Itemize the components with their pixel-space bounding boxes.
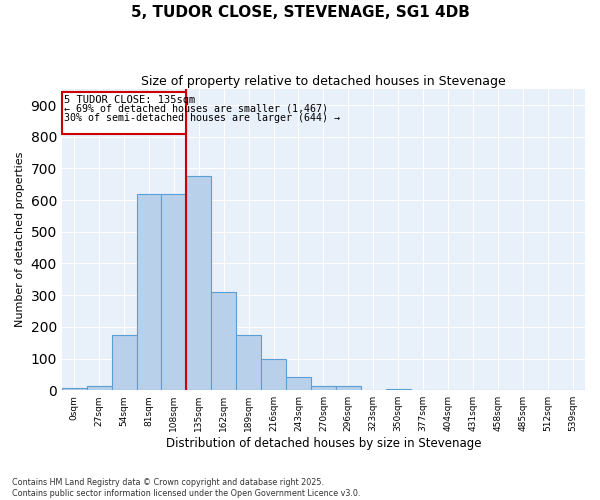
Bar: [161, 194, 187, 390]
Bar: [311, 386, 336, 390]
Text: Contains HM Land Registry data © Crown copyright and database right 2025.
Contai: Contains HM Land Registry data © Crown c…: [12, 478, 361, 498]
Bar: [386, 388, 410, 390]
Bar: [261, 358, 286, 390]
Bar: [336, 386, 361, 390]
Title: Size of property relative to detached houses in Stevenage: Size of property relative to detached ho…: [141, 75, 506, 88]
Bar: [62, 388, 87, 390]
Bar: [187, 176, 211, 390]
Bar: [112, 335, 137, 390]
Text: ← 69% of detached houses are smaller (1,467): ← 69% of detached houses are smaller (1,…: [64, 104, 328, 114]
Y-axis label: Number of detached properties: Number of detached properties: [15, 152, 25, 328]
X-axis label: Distribution of detached houses by size in Stevenage: Distribution of detached houses by size …: [166, 437, 481, 450]
Bar: [211, 292, 236, 390]
FancyBboxPatch shape: [62, 92, 187, 134]
Bar: [137, 194, 161, 390]
Bar: [87, 386, 112, 390]
Text: 5 TUDOR CLOSE: 135sqm: 5 TUDOR CLOSE: 135sqm: [64, 95, 196, 105]
Bar: [286, 376, 311, 390]
Text: 30% of semi-detached houses are larger (644) →: 30% of semi-detached houses are larger (…: [64, 112, 340, 122]
Text: 5, TUDOR CLOSE, STEVENAGE, SG1 4DB: 5, TUDOR CLOSE, STEVENAGE, SG1 4DB: [131, 5, 469, 20]
Bar: [236, 335, 261, 390]
